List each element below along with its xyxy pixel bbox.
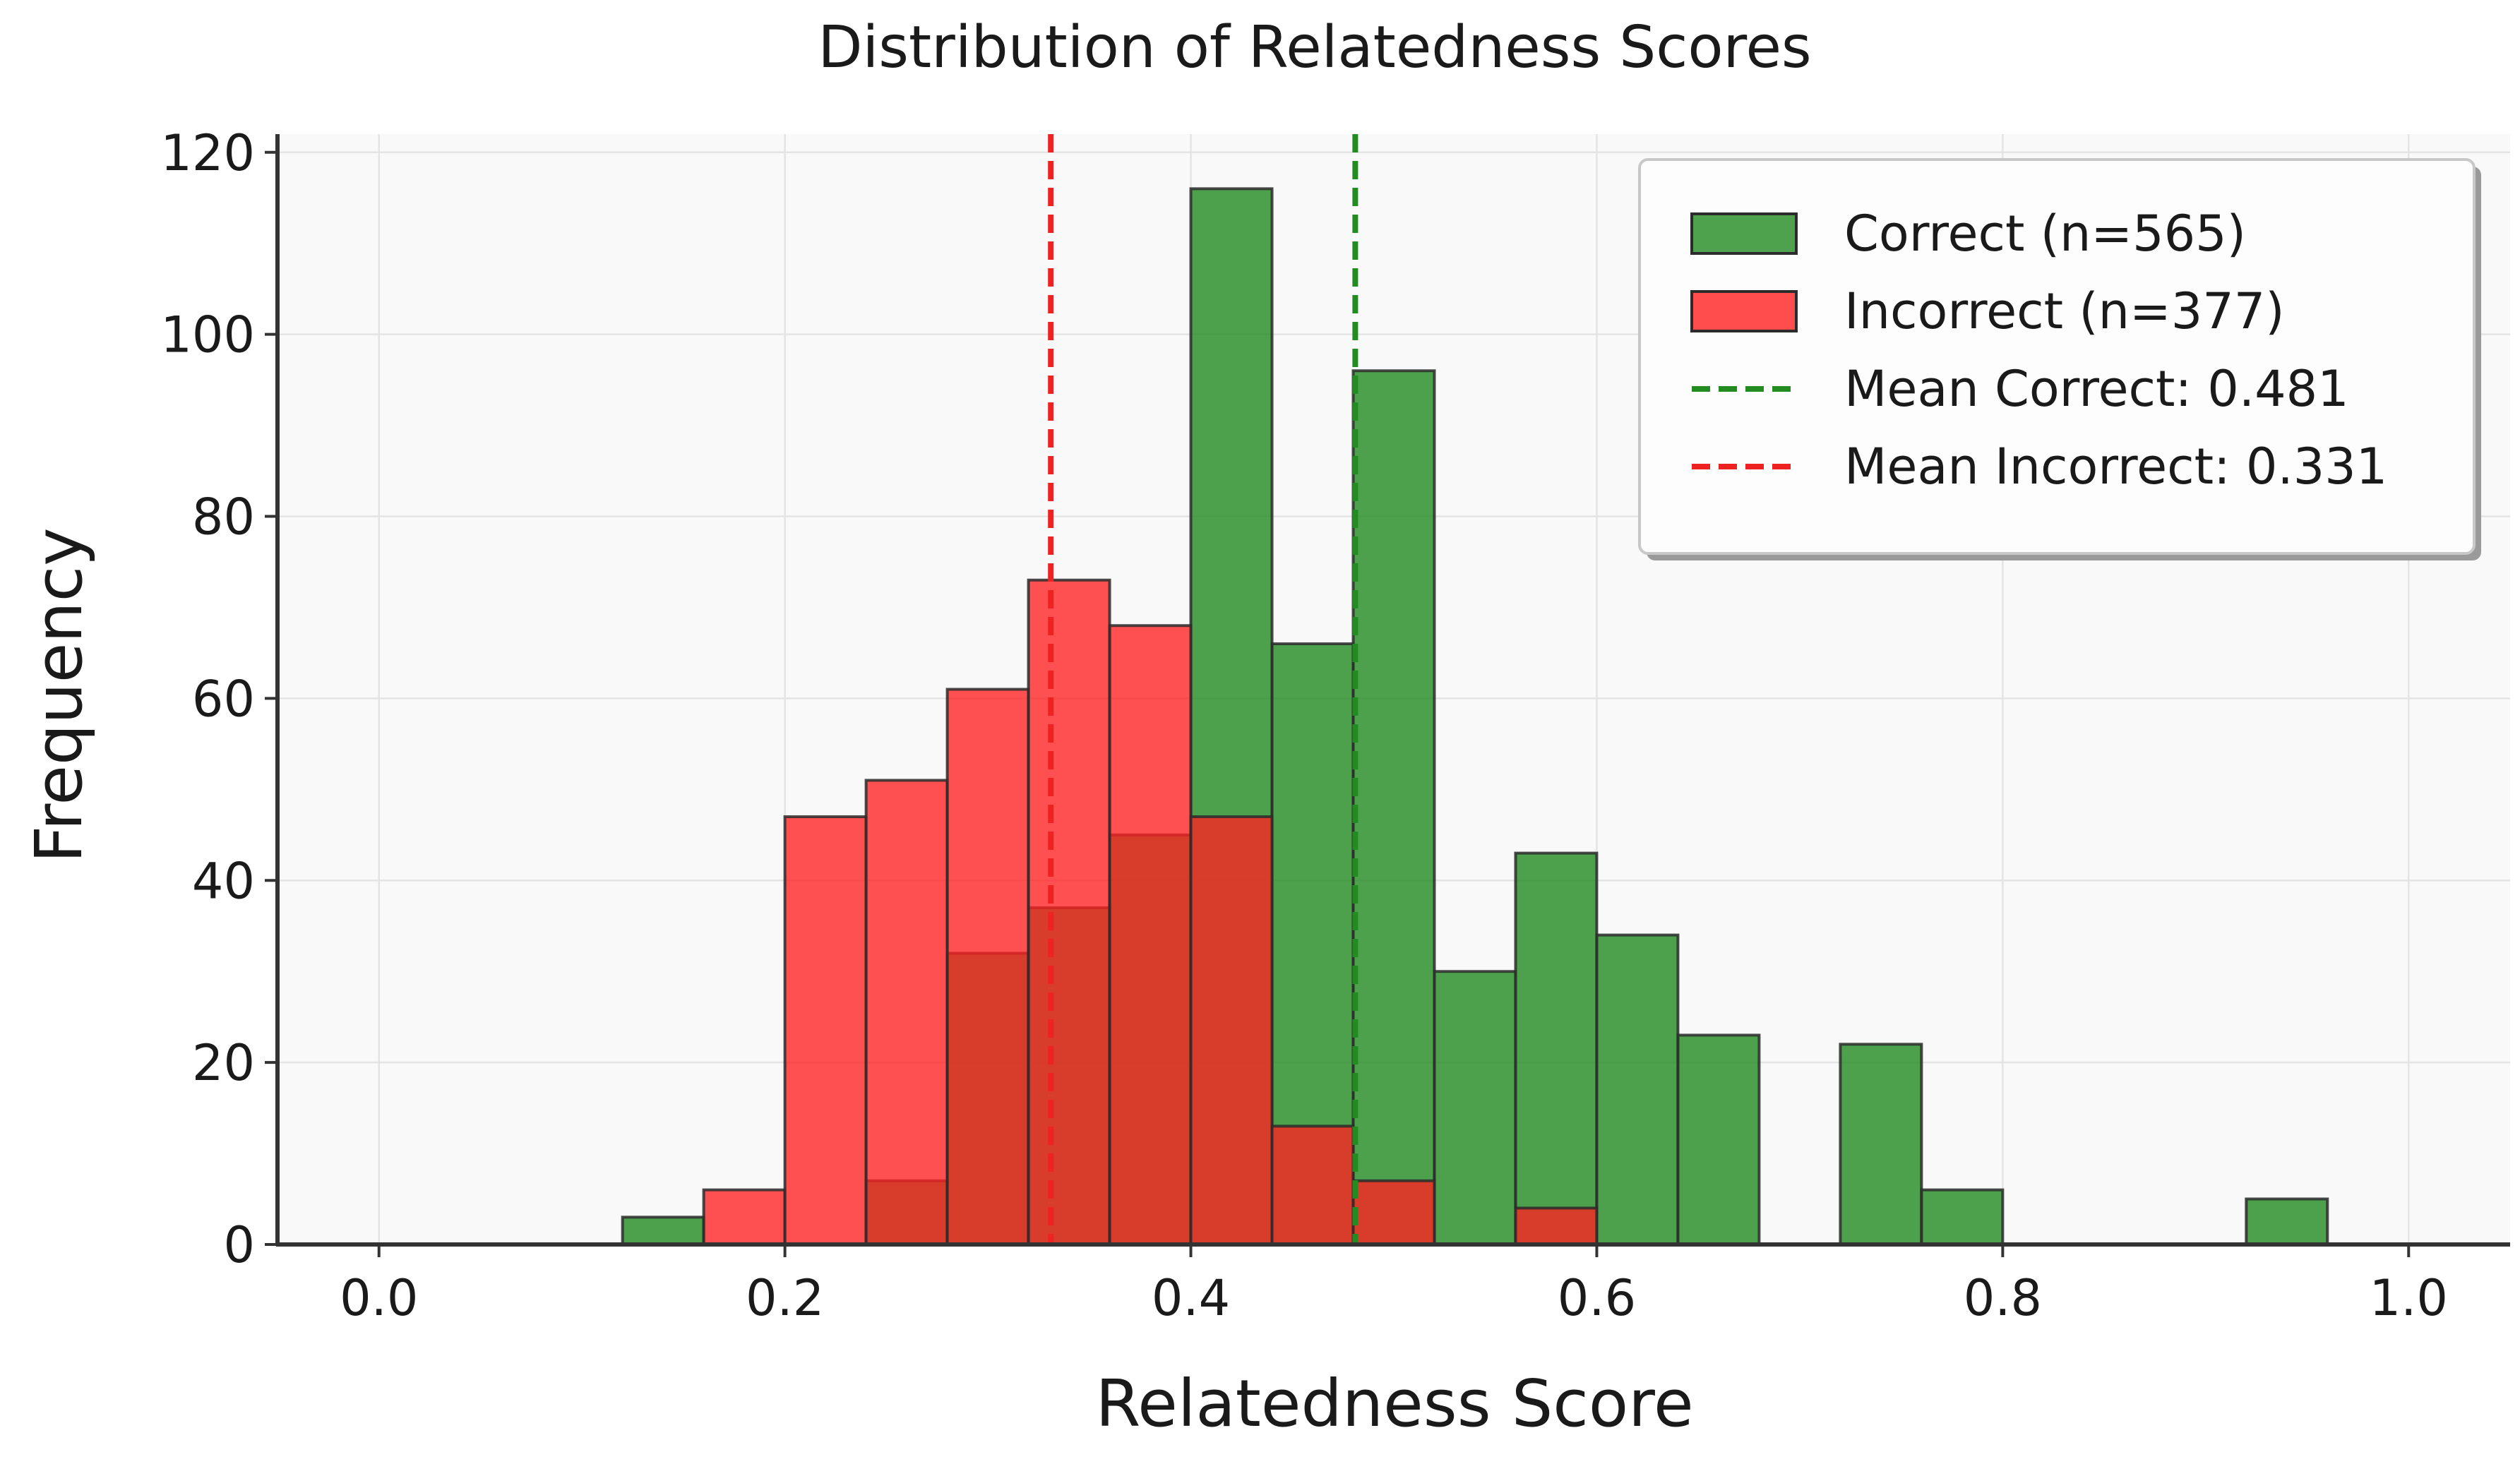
bar-incorrect xyxy=(783,815,868,1246)
bar-correct xyxy=(1351,369,1436,1246)
x-axis-label: Relatedness Score xyxy=(1095,1366,1693,1441)
bar-incorrect xyxy=(1189,815,1274,1246)
x-tick-label: 0.4 xyxy=(1152,1269,1230,1327)
bar-incorrect xyxy=(1270,1124,1355,1247)
legend-label: Mean Correct: 0.481 xyxy=(1844,360,2349,418)
bar-correct xyxy=(1595,933,1680,1246)
y-tick-label: 20 xyxy=(192,1034,255,1092)
bar-incorrect xyxy=(1027,578,1111,1246)
x-tick-label: 0.0 xyxy=(340,1269,418,1327)
y-tick-label: 120 xyxy=(160,124,255,182)
legend-label: Correct (n=565) xyxy=(1844,205,2246,263)
bar-correct xyxy=(621,1216,705,1247)
axes xyxy=(275,134,2510,1247)
bar-incorrect xyxy=(702,1188,787,1247)
ticks: 0.0 0.2 0.4 0.6 0.8 1.0 0 20 40 60 80 100 120 xyxy=(160,124,2448,1327)
bar-correct xyxy=(2245,1197,2329,1247)
chart-title: Distribution of Relatedness Scores xyxy=(818,14,1811,81)
bar-correct xyxy=(1433,970,1517,1247)
mean-lines xyxy=(1048,134,1358,1244)
legend-swatch xyxy=(1690,212,1798,255)
bar-incorrect xyxy=(1108,624,1193,1246)
bar-correct xyxy=(1676,1033,1761,1246)
bar-incorrect xyxy=(1351,1179,1436,1246)
legend-label: Mean Incorrect: 0.331 xyxy=(1844,438,2387,496)
bar-incorrect xyxy=(1514,1206,1599,1247)
bar-correct xyxy=(1920,1188,2005,1247)
legend-frame xyxy=(1638,158,2476,555)
y-axis-label: Frequency xyxy=(21,527,97,863)
x-tick-label: 1.0 xyxy=(2370,1269,2448,1327)
bar-incorrect xyxy=(864,779,949,1246)
series-incorrect xyxy=(702,578,1599,1247)
bar-correct xyxy=(1839,1043,1923,1246)
y-tick-label: 100 xyxy=(160,306,255,364)
y-tick-label: 60 xyxy=(192,670,255,728)
x-tick-label: 0.8 xyxy=(1964,1269,2042,1327)
x-tick-label: 0.2 xyxy=(746,1269,824,1327)
bar-incorrect xyxy=(945,688,1030,1246)
bar-correct xyxy=(1514,851,1599,1246)
y-tick-label: 40 xyxy=(192,852,255,910)
legend: Correct (n=565) Incorrect (n=377) Mean Cor… xyxy=(1638,158,2481,560)
legend-label: Incorrect (n=377) xyxy=(1844,282,2285,340)
y-tick-label: 80 xyxy=(192,488,255,546)
y-tick-label: 0 xyxy=(223,1216,255,1274)
x-tick-label: 0.6 xyxy=(1558,1269,1636,1327)
legend-swatch xyxy=(1690,290,1798,332)
